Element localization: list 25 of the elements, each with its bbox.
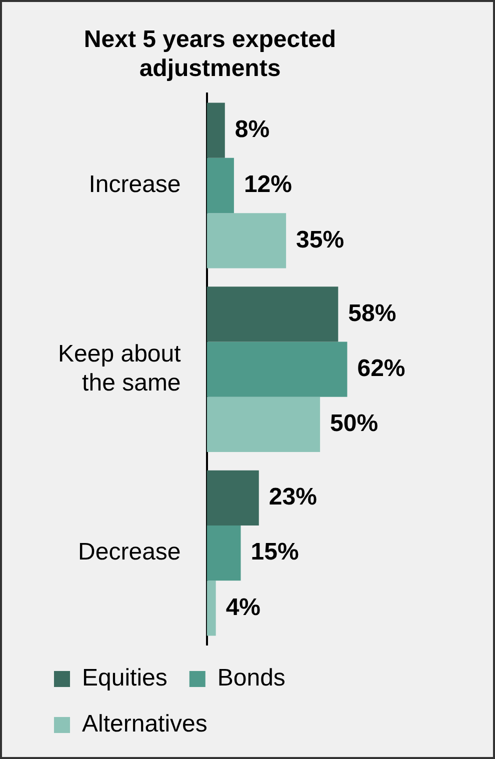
y-tick-label: Decrease: [78, 538, 181, 566]
bar: [206, 102, 225, 158]
bar: [206, 342, 348, 397]
data-label: 58%: [348, 300, 396, 327]
data-label: 50%: [330, 410, 378, 438]
data-label: 23%: [268, 484, 317, 511]
chart-title: Next 5 years expected adjustments: [84, 26, 336, 82]
bar: [206, 158, 234, 214]
data-label: 8%: [234, 116, 270, 143]
data-label: 62%: [357, 354, 406, 382]
legend-label: Alternatives: [82, 710, 208, 738]
bar: [206, 526, 241, 581]
y-tick-label: Increase: [88, 171, 181, 198]
data-label: 35%: [296, 226, 344, 254]
data-label: 4%: [226, 594, 261, 621]
legend-label: Bonds: [217, 664, 286, 692]
bar: [206, 286, 338, 342]
bar: [206, 470, 259, 526]
bar: [206, 213, 286, 268]
legend-label: Equities: [82, 664, 168, 692]
data-label: 12%: [244, 171, 292, 198]
bar: [206, 580, 216, 636]
y-tick-label: Keep about the same: [58, 340, 182, 396]
data-label: 15%: [250, 538, 299, 566]
bar: [206, 396, 320, 452]
